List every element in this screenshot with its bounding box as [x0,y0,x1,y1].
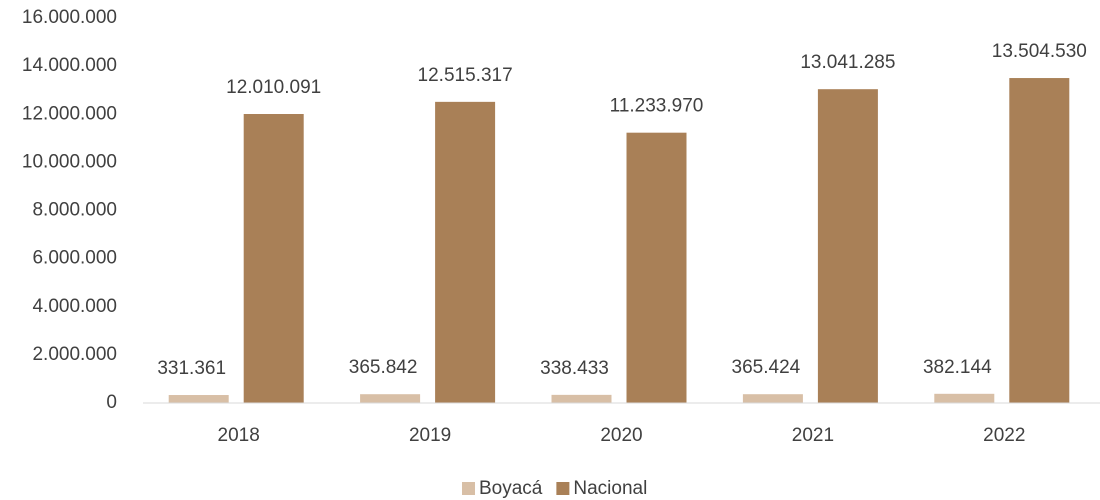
x-tick-label: 2021 [792,425,834,446]
bar [168,395,229,403]
value-label: 365.424 [732,357,801,378]
bar [243,114,304,403]
y-tick-label: 4.000.000 [32,296,117,317]
legend-label: Nacional [573,478,647,499]
bar [934,393,995,403]
value-label: 331.361 [157,358,226,379]
value-label: 338.433 [540,358,609,379]
value-label: 13.041.285 [800,52,895,73]
bar [742,394,803,403]
value-label: 13.504.530 [992,41,1087,62]
bar [817,89,878,403]
y-tick-label: 2.000.000 [32,344,117,365]
value-label: 382.144 [923,357,992,378]
bar [1009,78,1070,404]
value-label: 12.010.091 [226,77,321,98]
y-tick-label: 6.000.000 [32,248,117,269]
bar [360,394,421,403]
x-tick-label: 2020 [600,425,642,446]
value-label: 11.233.970 [610,96,704,117]
value-label: 365.842 [349,357,418,378]
y-tick-label: 12.000.000 [22,103,117,124]
legend-swatch [462,482,475,495]
y-tick-label: 14.000.000 [22,55,117,76]
y-tick-label: 16.000.000 [22,7,117,28]
x-tick-label: 2018 [218,425,260,446]
x-tick-label: 2022 [983,425,1025,446]
legend-label: Boyacá [479,478,543,499]
bar [551,394,612,403]
x-tick-label: 2019 [409,425,451,446]
bar [626,132,687,403]
y-tick-label: 10.000.000 [22,151,117,172]
legend-swatch [556,482,570,495]
value-label: 12.515.317 [418,65,513,86]
y-tick-label: 8.000.000 [32,200,117,221]
bar [435,101,496,403]
y-tick-label: 0 [106,392,117,413]
